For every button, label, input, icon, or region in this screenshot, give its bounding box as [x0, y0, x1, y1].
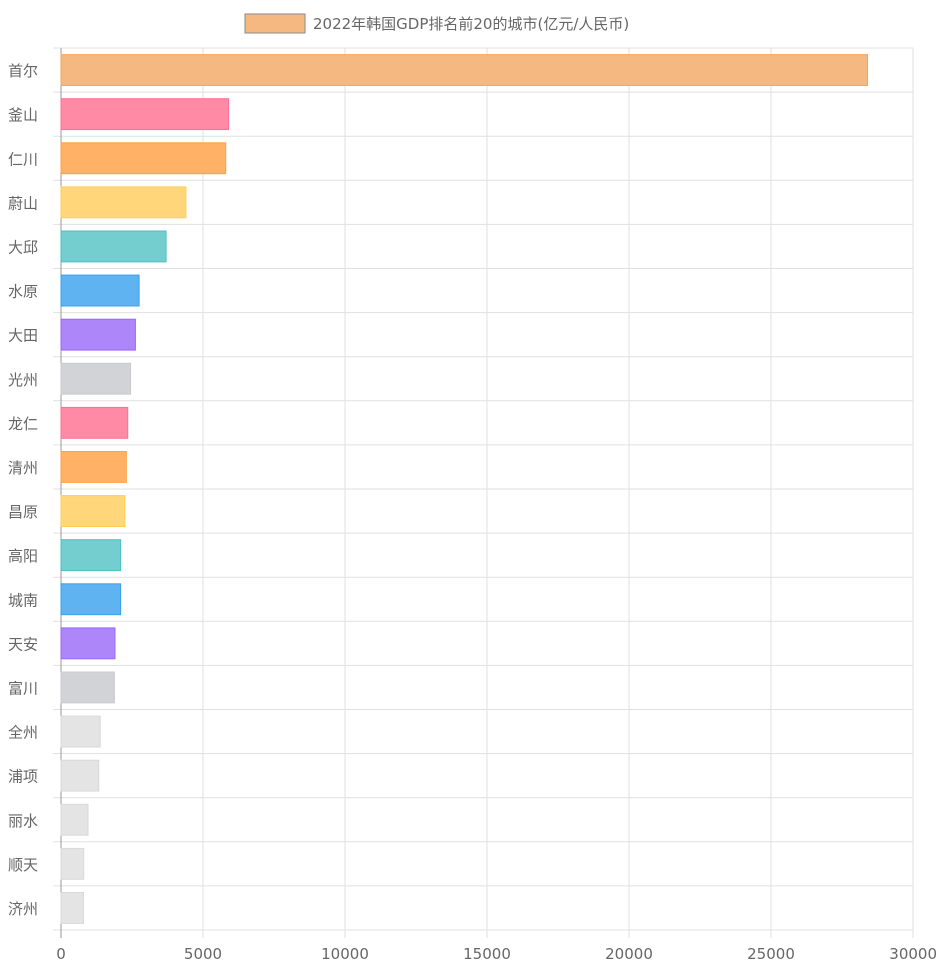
x-tick-label: 25000	[747, 945, 795, 963]
y-tick-label: 大田	[8, 327, 38, 345]
y-tick-label: 清州	[8, 459, 38, 477]
chart-legend[interactable]: 2022年韩国GDP排名前20的城市(亿元/人民币)	[244, 13, 629, 34]
y-tick-label: 富川	[8, 679, 38, 697]
x-tick-label: 30000	[889, 945, 937, 963]
x-tick-label: 15000	[463, 945, 511, 963]
bar-1[interactable]	[60, 54, 869, 86]
y-tick-label: 龙仁	[8, 415, 38, 433]
bar-3[interactable]	[60, 142, 227, 175]
bar-15[interactable]	[60, 671, 115, 704]
y-tick-label: 全州	[8, 724, 38, 742]
bar-20[interactable]	[60, 892, 84, 924]
x-tick-label: 0	[56, 945, 66, 963]
y-tick-label: 仁川	[8, 150, 38, 168]
bar-5[interactable]	[60, 230, 167, 263]
bar-10[interactable]	[60, 451, 127, 483]
bar-8[interactable]	[60, 362, 132, 395]
x-tick-label: 10000	[321, 945, 369, 963]
bar-13[interactable]	[60, 583, 122, 616]
bar-7[interactable]	[60, 318, 136, 351]
y-tick-label: 昌原	[8, 503, 38, 521]
bar-6[interactable]	[60, 274, 140, 307]
x-axis-labels: 0 5000 10000 15000 20000 25000 30000	[56, 945, 937, 963]
y-tick-label: 天安	[8, 635, 38, 653]
grid-lines	[53, 47, 914, 938]
x-tick-label: 20000	[605, 945, 653, 963]
bar-17[interactable]	[60, 759, 100, 792]
y-tick-label: 丽水	[8, 812, 38, 830]
y-tick-label: 水原	[8, 283, 38, 301]
y-tick-label: 浦项	[8, 768, 38, 786]
y-tick-label: 顺天	[8, 856, 38, 874]
bars	[60, 54, 869, 924]
bar-18[interactable]	[60, 803, 89, 836]
bar-4[interactable]	[60, 186, 187, 219]
y-tick-label: 釜山	[8, 106, 38, 124]
bar-14[interactable]	[60, 627, 116, 660]
y-tick-label: 大邱	[8, 238, 38, 256]
bar-11[interactable]	[60, 495, 126, 527]
bar-2[interactable]	[60, 98, 230, 131]
y-tick-label: 光州	[8, 371, 38, 389]
y-tick-label: 蔚山	[8, 194, 38, 212]
bar-9[interactable]	[60, 406, 129, 439]
bar-19[interactable]	[60, 847, 85, 880]
y-tick-label: 高阳	[8, 547, 38, 565]
y-tick-label: 济州	[8, 900, 38, 918]
y-tick-label: 首尔	[8, 62, 38, 80]
bar-16[interactable]	[60, 715, 101, 748]
bar-12[interactable]	[60, 539, 122, 572]
legend-label: 2022年韩国GDP排名前20的城市(亿元/人民币)	[313, 15, 629, 33]
y-tick-label: 城南	[8, 591, 38, 609]
legend-swatch	[244, 13, 306, 34]
x-tick-label: 5000	[184, 945, 222, 963]
